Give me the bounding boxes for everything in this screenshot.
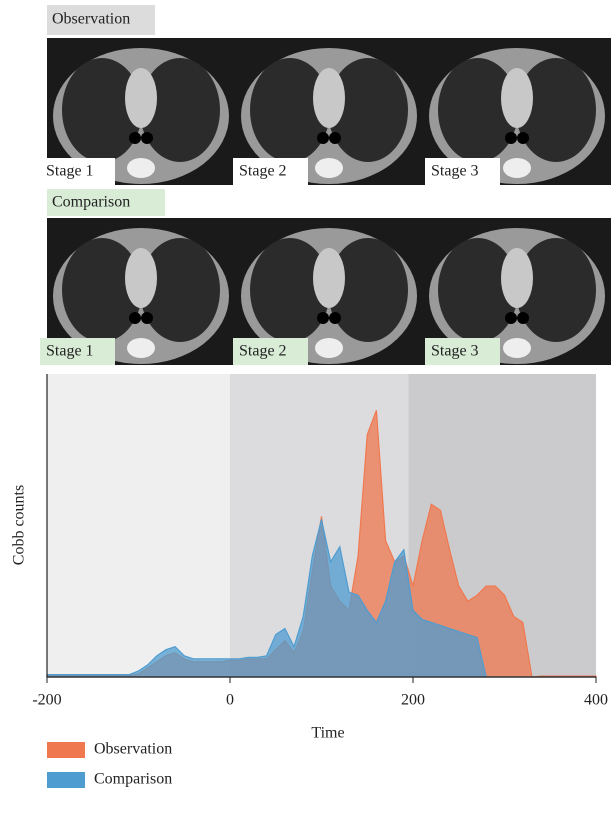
- legend-swatch: [47, 772, 85, 788]
- stage-label: Stage 3: [431, 163, 479, 180]
- legend-label: Comparison: [94, 771, 172, 788]
- comparison-panel: Comparison Stage 1 Stage 2 Stage 3: [40, 189, 611, 365]
- stage-label: Stage 2: [239, 343, 287, 360]
- x-tick-label: 400: [584, 692, 608, 709]
- observation-panel: Observation Stage 1 Stage 2 Stage 3: [40, 5, 611, 185]
- x-tick-label: -200: [32, 692, 61, 709]
- stage-label: Stage 1: [46, 343, 94, 360]
- y-axis-label: Cobb counts: [11, 485, 28, 565]
- panel-label: Comparison: [52, 194, 130, 211]
- legend-swatch: [47, 742, 85, 758]
- chart: -200 0 200 400: [32, 374, 608, 709]
- x-tick-label: 200: [401, 692, 425, 709]
- x-axis-label: Time: [311, 725, 344, 742]
- panel-label-bg: [47, 189, 165, 216]
- shaded-region: [47, 374, 230, 677]
- stage-label-bg: [40, 158, 115, 185]
- panel-label: Observation: [52, 11, 130, 28]
- stage-label: Stage 3: [431, 343, 479, 360]
- panel-label-bg: [47, 5, 155, 35]
- legend-label: Observation: [94, 741, 172, 758]
- stage-label-bg: [233, 158, 308, 185]
- stage-label-bg: [425, 338, 500, 365]
- stage-label-bg: [425, 158, 500, 185]
- stage-label: Stage 1: [46, 163, 94, 180]
- stage-label-bg: [40, 338, 115, 365]
- x-tick-label: 0: [226, 692, 234, 709]
- stage-label: Stage 2: [239, 163, 287, 180]
- stage-label-bg: [233, 338, 308, 365]
